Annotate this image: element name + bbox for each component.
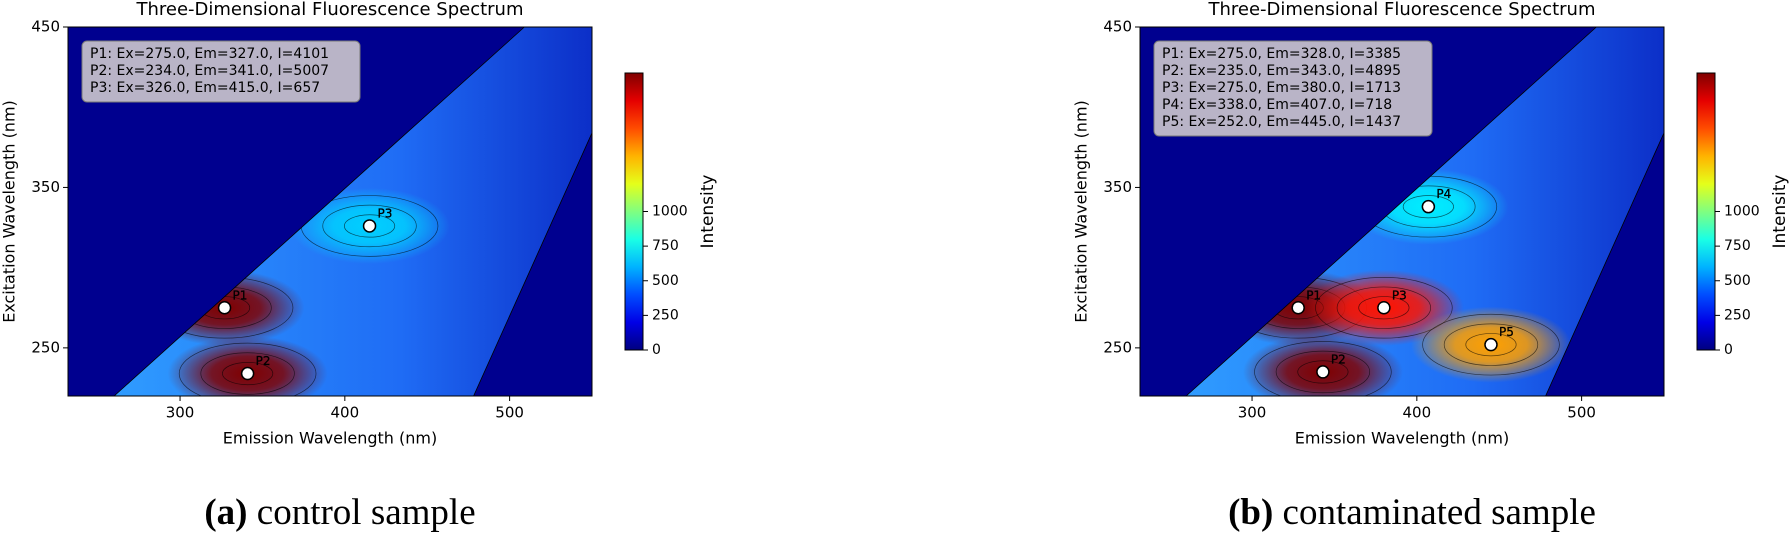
colorbar-tick-label: 500 [652, 273, 679, 289]
caption-label: (b) [1228, 492, 1273, 533]
peak-marker [1484, 337, 1498, 352]
contour-line [222, 361, 274, 386]
x-axis-label: Emission Wavelength (nm) [1295, 429, 1509, 448]
peak-label: P1 [1306, 288, 1321, 302]
annotation-line: P3: Ex=326.0, Em=415.0, I=657 [90, 80, 320, 96]
contour-line [1422, 313, 1560, 376]
peak-label: P2 [1331, 352, 1346, 366]
colorbar-label: Intensity [698, 175, 718, 249]
peak-marker [240, 366, 255, 381]
colorbar-label: Intensity [1770, 175, 1790, 249]
annotation-line: P3: Ex=275.0, Em=380.0, I=1713 [1162, 80, 1401, 96]
contour-line [1465, 333, 1517, 357]
caption-label: (a) [204, 492, 247, 533]
peak-marker [1316, 365, 1330, 379]
annotation-line: P2: Ex=235.0, Em=343.0, I=4895 [1162, 63, 1401, 79]
contour-line [1315, 277, 1453, 339]
y-tick-label: 250 [31, 338, 60, 356]
contour-line [1402, 195, 1454, 219]
peak-label: P3 [1392, 288, 1407, 302]
chart-title: Three-Dimensional Fluorescence Spectrum [1207, 0, 1595, 20]
peak-marker [217, 301, 232, 315]
contour-line [1275, 350, 1371, 394]
caption-text: contaminated sample [1283, 492, 1596, 533]
contour-line [1254, 341, 1392, 396]
plot-frame [67, 26, 593, 397]
x-axis-label: Emission Wavelength (nm) [223, 429, 437, 448]
colorbar-tick-label: 0 [652, 342, 661, 358]
colorbar-tick-label: 750 [1724, 238, 1751, 254]
annotation-background [1153, 40, 1433, 137]
caption-spacer [1273, 492, 1282, 533]
colorbar [1696, 72, 1716, 351]
chart-title: Three-Dimensional Fluorescence Spectrum [135, 0, 523, 20]
contour-line [1443, 323, 1539, 366]
peak-marker [362, 219, 377, 233]
annotation-line: P1: Ex=275.0, Em=328.0, I=3385 [1162, 46, 1401, 62]
colorbar-tick-label: 1000 [652, 204, 688, 220]
caption-text: control sample [257, 492, 476, 533]
x-tick-label: 300 [1238, 404, 1267, 422]
y-tick-label: 350 [31, 178, 60, 196]
plot-frame [1139, 26, 1665, 397]
region-outline [1185, 27, 1664, 396]
annotation-line: P4: Ex=338.0, Em=407.0, I=718 [1162, 97, 1392, 113]
contour-line [1297, 360, 1349, 384]
x-tick-label: 400 [331, 404, 360, 422]
y-axis-label: Excitation Wavelength (nm) [0, 100, 19, 323]
caption-spacer [248, 492, 257, 533]
contour-line [343, 214, 396, 238]
contour-line [1336, 286, 1432, 329]
annotation-line: P2: Ex=234.0, Em=341.0, I=5007 [90, 63, 329, 79]
peak-label: P5 [1499, 325, 1514, 339]
peak-marker [1377, 301, 1391, 315]
contour-line [322, 204, 417, 248]
contour-line [200, 352, 295, 395]
colorbar-tick-label: 750 [652, 238, 679, 254]
peak-label: P2 [256, 354, 271, 368]
x-tick-label: 500 [1567, 404, 1596, 422]
region-outline [113, 27, 592, 396]
colorbar [624, 72, 644, 351]
y-tick-label: 350 [1103, 178, 1132, 196]
caption: (a) control sample [204, 492, 475, 533]
colorbar-tick-label: 500 [1724, 273, 1751, 289]
y-tick-label: 250 [1103, 338, 1132, 356]
colorbar-tick-label: 250 [1724, 307, 1751, 323]
y-axis-label: Excitation Wavelength (nm) [1072, 100, 1091, 323]
caption: (b) contaminated sample [1228, 492, 1596, 533]
peak-label: P3 [378, 206, 393, 220]
colorbar-tick-label: 1000 [1724, 204, 1760, 220]
x-tick-label: 500 [495, 404, 524, 422]
y-tick-label: 450 [1103, 18, 1132, 36]
x-tick-label: 400 [1403, 404, 1432, 422]
contour-line [1358, 296, 1410, 320]
x-tick-label: 300 [166, 404, 195, 422]
peak-marker [1421, 199, 1436, 214]
annotation-line: P5: Ex=252.0, Em=445.0, I=1437 [1162, 114, 1401, 130]
colorbar-tick-label: 250 [652, 307, 679, 323]
peak-label: P1 [233, 288, 248, 302]
peak-label: P4 [1436, 187, 1451, 201]
colorbar-tick-label: 0 [1724, 342, 1733, 358]
contour-line [178, 342, 317, 396]
annotation-line: P1: Ex=275.0, Em=327.0, I=4101 [90, 46, 329, 62]
peak-marker [1291, 301, 1305, 315]
annotation-background [81, 40, 361, 103]
y-tick-label: 450 [31, 18, 60, 36]
